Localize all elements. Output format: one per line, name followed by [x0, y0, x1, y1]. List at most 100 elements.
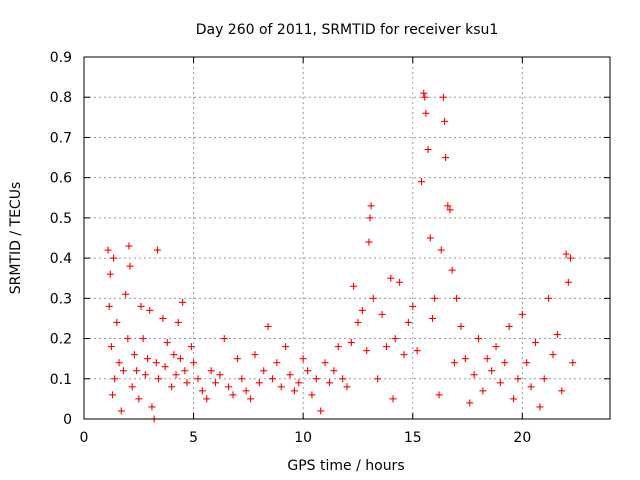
data-point-0-84 [367, 202, 375, 210]
data-point-0-13 [125, 242, 133, 250]
y-tick-label-0-3: 0.3 [50, 291, 72, 307]
data-point-0-74 [334, 343, 342, 351]
data-point-0-4 [108, 391, 116, 399]
y-tick-label-0-7: 0.7 [50, 130, 72, 146]
data-point-0-80 [358, 306, 366, 314]
data-point-0-53 [242, 387, 250, 395]
data-point-0-139 [562, 250, 570, 258]
x-axis-title: GPS time / hours [287, 458, 404, 474]
data-point-0-3 [107, 343, 115, 351]
y-axis-title: SRMTID / TECUs [8, 182, 24, 295]
data-point-0-91 [391, 335, 399, 343]
data-point-0-28 [155, 375, 163, 383]
data-point-0-58 [264, 322, 272, 330]
data-point-0-85 [369, 294, 377, 302]
data-point-0-10 [119, 367, 127, 375]
data-point-0-92 [396, 278, 404, 286]
data-point-0-43 [198, 387, 206, 395]
data-point-0-32 [168, 383, 176, 391]
data-point-0-39 [183, 379, 191, 387]
data-point-0-116 [461, 355, 469, 363]
data-point-0-82 [365, 238, 373, 246]
data-point-0-34 [172, 371, 180, 379]
data-point-0-109 [442, 154, 450, 162]
tick-labels: 0 5 10 15 20 0 0.1 0.2 0.3 0.4 0.5 0.6 0.7 0.8 0.9 [50, 50, 532, 446]
data-point-0-99 [421, 93, 429, 101]
y-tick-label-0-2: 0.2 [50, 332, 72, 348]
data-point-0-89 [387, 274, 395, 282]
data-point-0-120 [479, 387, 487, 395]
data-point-0-15 [128, 383, 136, 391]
data-point-0-49 [225, 383, 233, 391]
y-tick-label-0-4: 0.4 [50, 251, 72, 267]
data-point-0-112 [448, 266, 456, 274]
data-point-0-78 [350, 282, 358, 290]
data-point-0-12 [124, 335, 132, 343]
plot-frame [83, 56, 611, 420]
data-point-0-38 [181, 367, 189, 375]
data-point-0-123 [492, 343, 500, 351]
data-point-0-14 [126, 262, 134, 270]
axis-ticks [83, 56, 610, 420]
data-point-0-87 [378, 310, 386, 318]
data-point-0-22 [144, 355, 152, 363]
data-point-0-70 [317, 407, 325, 415]
data-point-0-114 [453, 294, 461, 302]
data-point-0-130 [523, 359, 531, 367]
x-tick-label-20: 20 [513, 430, 531, 446]
data-point-0-36 [176, 355, 184, 363]
data-point-0-19 [137, 302, 145, 310]
data-point-0-93 [400, 351, 408, 359]
data-point-0-30 [161, 363, 169, 371]
data-point-0-105 [435, 391, 443, 399]
data-point-0-57 [260, 367, 268, 375]
data-point-0-137 [553, 331, 561, 339]
data-point-0-50 [229, 391, 237, 399]
data-point-0-46 [212, 379, 219, 387]
data-point-0-119 [475, 335, 482, 343]
data-point-0-18 [135, 395, 143, 403]
data-point-0-16 [130, 351, 138, 359]
data-point-0-65 [295, 379, 303, 387]
data-point-0-102 [426, 234, 434, 242]
data-point-0-79 [354, 318, 362, 326]
data-point-0-63 [286, 371, 294, 379]
data-point-0-106 [437, 246, 445, 254]
data-point-0-37 [179, 298, 187, 306]
data-point-0-90 [389, 395, 397, 403]
data-point-0-66 [299, 355, 307, 363]
data-point-0-41 [190, 359, 198, 367]
x-tick-label-10: 10 [294, 430, 312, 446]
data-point-0-131 [527, 383, 535, 391]
data-point-0-127 [510, 395, 518, 403]
data-point-0-142 [569, 359, 577, 367]
data-point-0-21 [141, 371, 149, 379]
data-point-0-0 [104, 246, 112, 254]
data-point-0-124 [496, 379, 504, 387]
data-point-0-76 [343, 383, 351, 391]
data-point-0-52 [238, 375, 246, 383]
data-point-0-31 [163, 339, 171, 347]
data-point-0-71 [321, 359, 329, 367]
data-point-0-42 [194, 375, 202, 383]
data-point-0-136 [549, 351, 557, 359]
data-point-0-122 [488, 367, 496, 375]
data-point-0-2 [106, 270, 114, 278]
x-tick-label-5: 5 [189, 430, 198, 446]
y-tick-label-0-1: 0.1 [50, 372, 72, 388]
data-point-0-83 [366, 214, 374, 222]
data-point-0-111 [446, 206, 454, 214]
data-point-0-126 [505, 322, 513, 330]
data-point-0-72 [325, 379, 333, 387]
data-point-0-141 [567, 254, 575, 262]
data-point-0-67 [304, 367, 312, 375]
data-point-0-75 [339, 375, 347, 383]
y-tick-label-0: 0 [63, 412, 72, 428]
data-point-0-86 [374, 375, 382, 383]
data-point-0-115 [457, 322, 465, 330]
data-point-0-44 [203, 395, 211, 403]
data-point-0-33 [170, 351, 178, 359]
x-tick-label-0: 0 [80, 430, 89, 446]
